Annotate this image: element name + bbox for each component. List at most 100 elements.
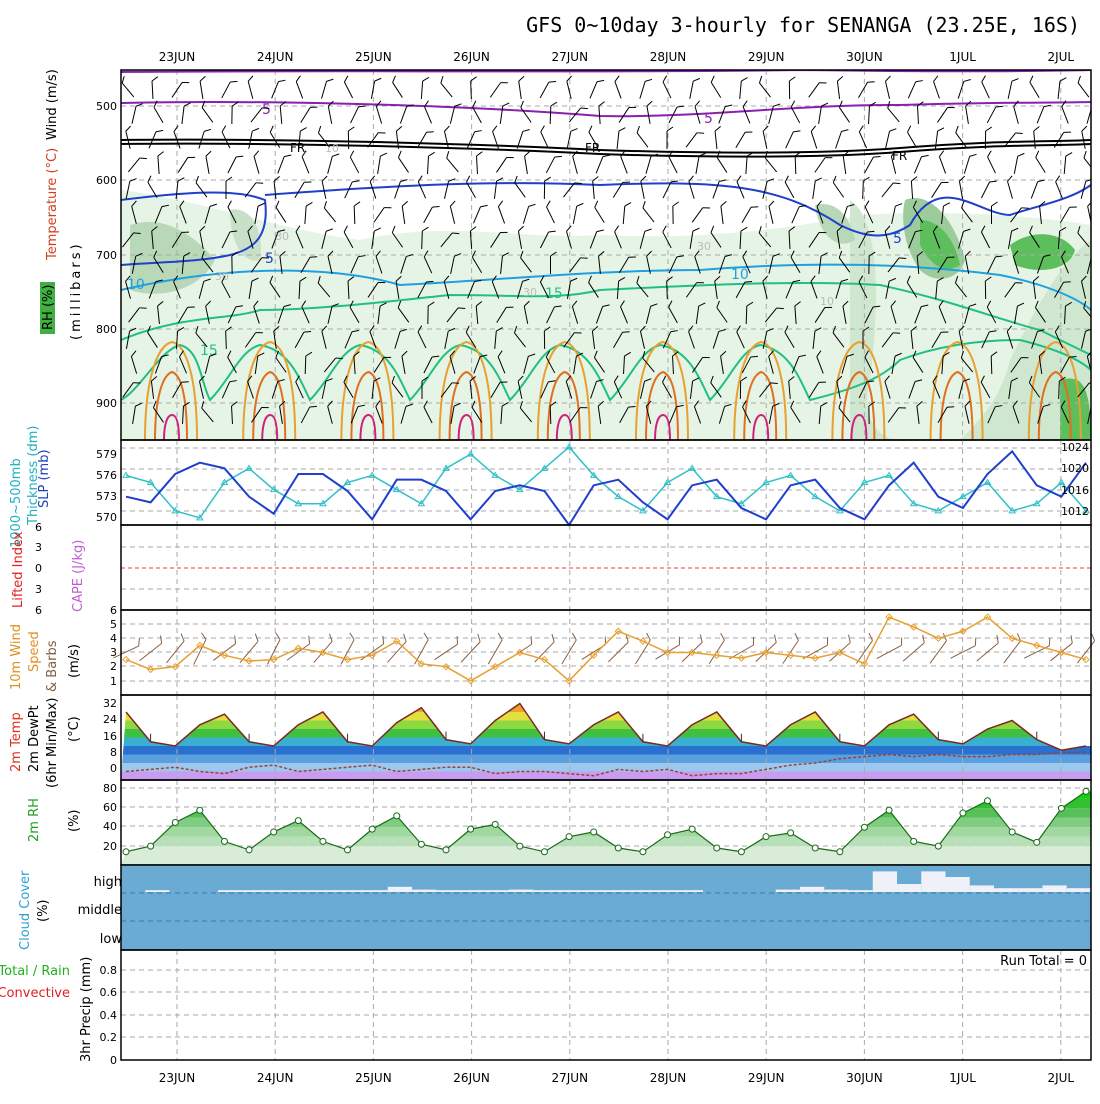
wind-barb [937, 104, 954, 126]
svg-text:1016: 1016 [1061, 484, 1089, 497]
wind-barb [686, 130, 704, 151]
svg-text:Convective: Convective [0, 986, 70, 1001]
wind-barb [837, 76, 846, 99]
svg-text:Lifted Index: Lifted Index [11, 531, 26, 608]
wind-barb [545, 201, 560, 223]
wind-barb [1006, 176, 1018, 199]
svg-text:10: 10 [127, 277, 145, 293]
wind-barb [573, 202, 583, 225]
svg-text:4: 4 [110, 632, 117, 645]
wind10-barb [751, 635, 779, 662]
wind-barb [473, 203, 487, 226]
svg-text:RH (%): RH (%) [41, 285, 56, 330]
wind-barb [768, 201, 779, 224]
wind-barb [368, 129, 386, 150]
cloud-high-bar [1018, 888, 1042, 892]
cloud-high-bar [655, 890, 679, 892]
wind-barb [746, 152, 754, 174]
temp-band [121, 721, 1091, 730]
wind-barb [1013, 101, 1024, 124]
rh2m-point [345, 847, 351, 853]
wind-barb [964, 153, 976, 176]
date-label-top: 27JUN [552, 50, 589, 64]
cloud-high-bar [267, 890, 291, 892]
wind-barb [424, 204, 440, 226]
wind-barb [497, 201, 510, 224]
wind-barb [402, 201, 411, 224]
svg-text:FR: FR [585, 141, 600, 155]
rh2m-point [468, 826, 474, 832]
svg-text:800: 800 [96, 323, 117, 336]
date-label-top: 2JUL [1047, 50, 1074, 64]
temp-band [121, 712, 1091, 721]
wind-barb [465, 176, 481, 198]
date-label-bottom: 28JUN [650, 1071, 687, 1085]
date-label-bottom: 1JUL [949, 1071, 976, 1085]
rh2m-point [1058, 805, 1064, 811]
rh2m-point [566, 834, 572, 840]
cloud-high-bar [994, 888, 1018, 892]
svg-text:FR: FR [892, 149, 907, 163]
rh2m-point [394, 813, 400, 819]
svg-text:0.6: 0.6 [100, 986, 118, 999]
wind-barb [328, 101, 338, 124]
svg-text:5: 5 [893, 231, 902, 247]
wind-barb [128, 155, 147, 176]
svg-text:3hr Precip (mm): 3hr Precip (mm) [79, 957, 94, 1062]
svg-text:(°C): (°C) [67, 716, 82, 742]
wind-barb [613, 179, 630, 201]
rh2m-point [935, 843, 941, 849]
wind-barb [865, 154, 881, 176]
svg-text:0.2: 0.2 [100, 1031, 118, 1044]
rh2m-point [763, 834, 769, 840]
svg-text:middle: middle [78, 903, 122, 918]
thickness-point [123, 472, 129, 477]
rh2m-point [615, 845, 621, 851]
wind10-barb [456, 634, 483, 662]
wind-barb [428, 152, 435, 174]
wind-barb [247, 76, 258, 99]
wind-barb [421, 77, 429, 99]
wind-barb [253, 151, 265, 174]
cloud-high-bar [776, 890, 800, 892]
wind-barb [688, 176, 700, 199]
wind-barb [182, 102, 191, 125]
wind-barb [444, 177, 455, 200]
wind-barb [351, 103, 366, 125]
svg-text:30: 30 [523, 286, 537, 299]
rh2m-point [911, 838, 917, 844]
wind-barb [958, 78, 971, 101]
date-label-bottom: 26JUN [453, 1071, 490, 1085]
rh2m-point [320, 838, 326, 844]
wind-barb [1034, 151, 1051, 173]
precip-panel-frame [121, 950, 1091, 1060]
svg-text:1020: 1020 [1061, 462, 1089, 475]
rh2m-point [665, 832, 671, 838]
wind-barb [981, 178, 996, 200]
wind10-barb [947, 638, 979, 659]
svg-text:700: 700 [96, 249, 117, 262]
rh2m-point [148, 843, 154, 849]
svg-text:& Barbs: & Barbs [45, 640, 60, 692]
cloud-high-bar [145, 890, 169, 892]
cloud-high-bar [1067, 888, 1091, 892]
wind-barb [120, 76, 139, 97]
wind-barb [396, 151, 413, 173]
cloud-high-bar [509, 890, 533, 892]
wind-barb [228, 153, 243, 175]
rh2m-point [541, 849, 547, 855]
rh2m-point [960, 810, 966, 816]
cloud-high-bar [461, 890, 485, 892]
wind-barb [471, 77, 478, 99]
svg-text:2m Temp: 2m Temp [9, 712, 24, 772]
wind-barb [1014, 152, 1024, 175]
svg-text:32: 32 [103, 697, 117, 710]
cloud-high-bar [630, 890, 654, 892]
wind-barb [523, 203, 535, 226]
temp-band [121, 729, 1091, 738]
wind-barb [965, 101, 974, 124]
temp-band [121, 746, 1091, 755]
cloud-high-bar [921, 871, 945, 892]
wind-barb [371, 77, 381, 100]
wind-barb [640, 78, 652, 101]
